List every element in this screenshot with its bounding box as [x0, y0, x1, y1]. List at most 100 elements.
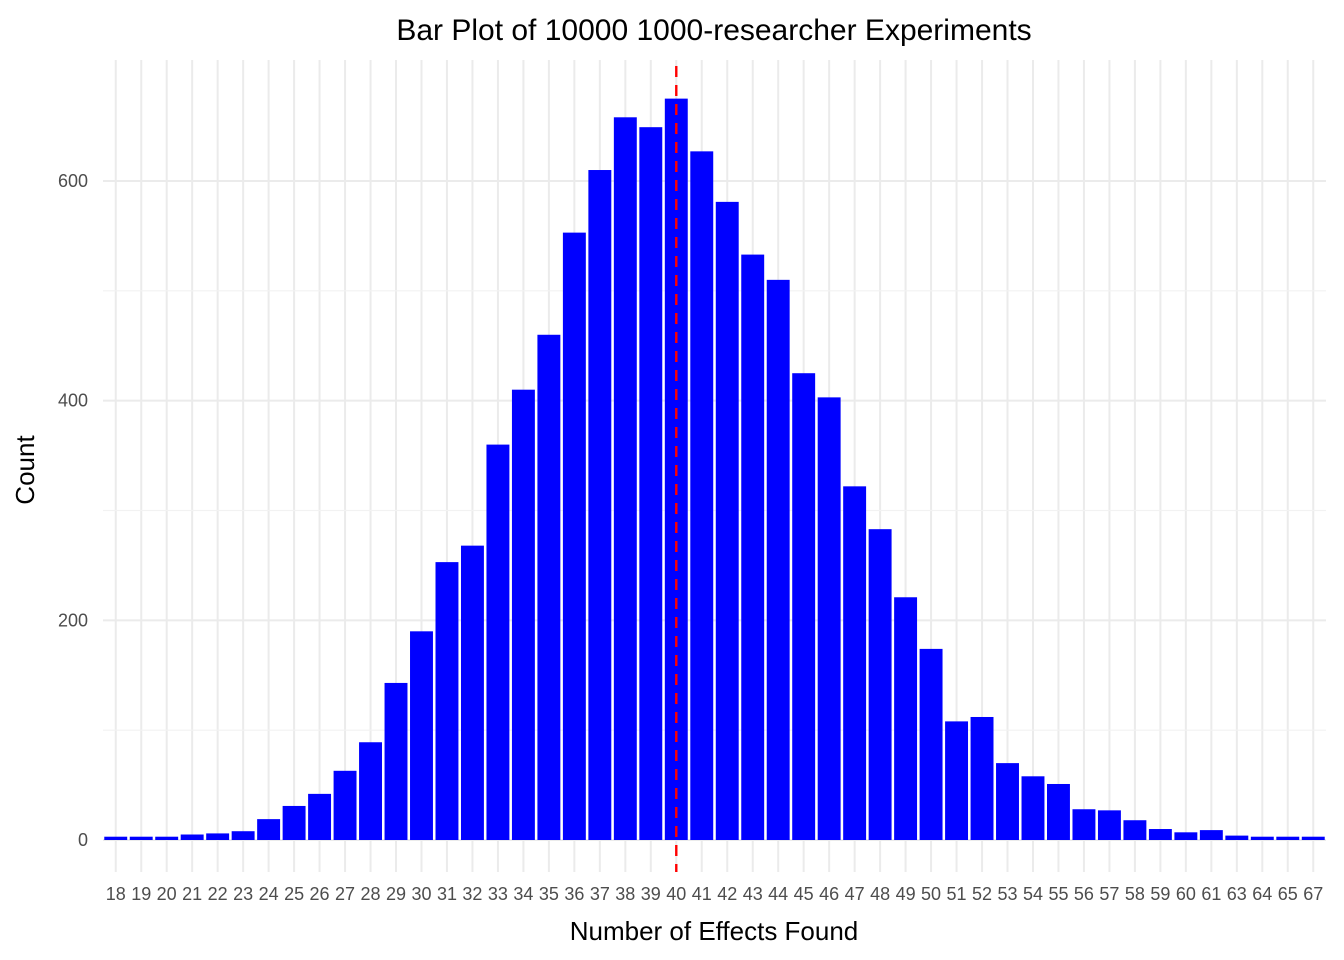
x-axis-title: Number of Effects Found — [570, 916, 859, 946]
x-tick-label: 36 — [564, 884, 584, 904]
x-tick-label: 50 — [921, 884, 941, 904]
bar — [1148, 829, 1172, 840]
bar — [868, 529, 892, 840]
x-tick-label: 63 — [1227, 884, 1247, 904]
x-tick-label: 44 — [768, 884, 788, 904]
bar — [562, 232, 586, 840]
bar — [308, 793, 332, 840]
bar — [537, 334, 561, 840]
x-tick-label: 38 — [615, 884, 635, 904]
x-axis-ticks: 18 19 20 21 22 23 24 25 26 27 28 29 30 31 32 33 34 35 36 37… — [106, 884, 1324, 904]
y-tick-label: 600 — [58, 171, 88, 191]
bar — [257, 819, 281, 840]
bar — [231, 831, 255, 840]
bar — [792, 373, 816, 840]
bar — [766, 279, 790, 841]
y-tick-label: 400 — [58, 391, 88, 411]
bar — [180, 834, 204, 840]
x-tick-label: 37 — [590, 884, 610, 904]
bar — [1301, 836, 1325, 840]
bar — [1276, 836, 1300, 840]
bar — [333, 770, 357, 840]
bar — [1097, 810, 1121, 840]
bar — [460, 545, 484, 840]
x-tick-label: 53 — [997, 884, 1017, 904]
x-tick-label: 61 — [1201, 884, 1221, 904]
bar — [1021, 776, 1045, 840]
y-axis-ticks: 0 200 400 600 — [58, 171, 88, 850]
x-tick-label: 57 — [1099, 884, 1119, 904]
x-tick-label: 52 — [972, 884, 992, 904]
x-tick-label: 40 — [666, 884, 686, 904]
x-tick-label: 43 — [743, 884, 763, 904]
bar — [970, 716, 994, 840]
x-tick-label: 24 — [259, 884, 279, 904]
x-tick-label: 26 — [310, 884, 330, 904]
bar — [511, 389, 535, 840]
x-tick-label: 30 — [411, 884, 431, 904]
bar — [996, 763, 1019, 840]
x-tick-label: 64 — [1252, 884, 1272, 904]
bar — [1250, 836, 1274, 840]
x-tick-label: 32 — [462, 884, 482, 904]
bar — [104, 836, 128, 840]
x-tick-label: 33 — [488, 884, 508, 904]
x-tick-label: 21 — [182, 884, 202, 904]
x-tick-label: 29 — [386, 884, 406, 904]
x-tick-label: 42 — [717, 884, 737, 904]
bar — [715, 201, 739, 840]
x-tick-label: 54 — [1023, 884, 1043, 904]
x-tick-label: 28 — [361, 884, 381, 904]
bar — [843, 486, 867, 840]
bar — [741, 254, 765, 841]
x-tick-label: 31 — [437, 884, 457, 904]
bar — [588, 170, 612, 840]
x-tick-label: 59 — [1150, 884, 1170, 904]
bar — [1225, 835, 1249, 840]
bar — [384, 682, 408, 840]
bar — [919, 648, 943, 840]
grid-lines — [103, 60, 1326, 872]
x-tick-label: 22 — [208, 884, 228, 904]
x-tick-label: 41 — [692, 884, 712, 904]
x-tick-label: 46 — [819, 884, 839, 904]
x-tick-label: 48 — [870, 884, 890, 904]
x-tick-label: 60 — [1176, 884, 1196, 904]
bar — [359, 742, 382, 840]
x-tick-label: 27 — [335, 884, 355, 904]
x-tick-label: 20 — [157, 884, 177, 904]
x-tick-label: 65 — [1278, 884, 1298, 904]
bar — [945, 721, 969, 840]
bar — [410, 631, 433, 840]
bar — [282, 805, 306, 840]
x-tick-label: 19 — [131, 884, 151, 904]
x-tick-label: 39 — [641, 884, 661, 904]
bar — [155, 836, 179, 840]
bars — [104, 98, 1325, 841]
bar — [639, 127, 663, 841]
bar — [613, 117, 637, 840]
y-axis-title: Count — [10, 435, 40, 505]
bar — [129, 836, 153, 840]
bar — [1123, 820, 1147, 840]
bar — [817, 397, 841, 840]
x-tick-label: 34 — [513, 884, 533, 904]
bar — [690, 151, 714, 841]
x-tick-label: 67 — [1303, 884, 1323, 904]
bar — [1199, 830, 1223, 840]
bar — [1047, 783, 1070, 840]
y-tick-label: 200 — [58, 610, 88, 630]
x-tick-label: 51 — [947, 884, 967, 904]
x-tick-label: 35 — [539, 884, 559, 904]
x-tick-label: 25 — [284, 884, 304, 904]
bar — [1174, 832, 1198, 840]
x-tick-label: 49 — [896, 884, 916, 904]
bar — [894, 597, 918, 840]
y-tick-label: 0 — [78, 830, 88, 850]
bar — [1072, 809, 1096, 840]
x-tick-label: 56 — [1074, 884, 1094, 904]
x-tick-label: 47 — [845, 884, 865, 904]
x-tick-label: 58 — [1125, 884, 1145, 904]
x-tick-label: 18 — [106, 884, 126, 904]
